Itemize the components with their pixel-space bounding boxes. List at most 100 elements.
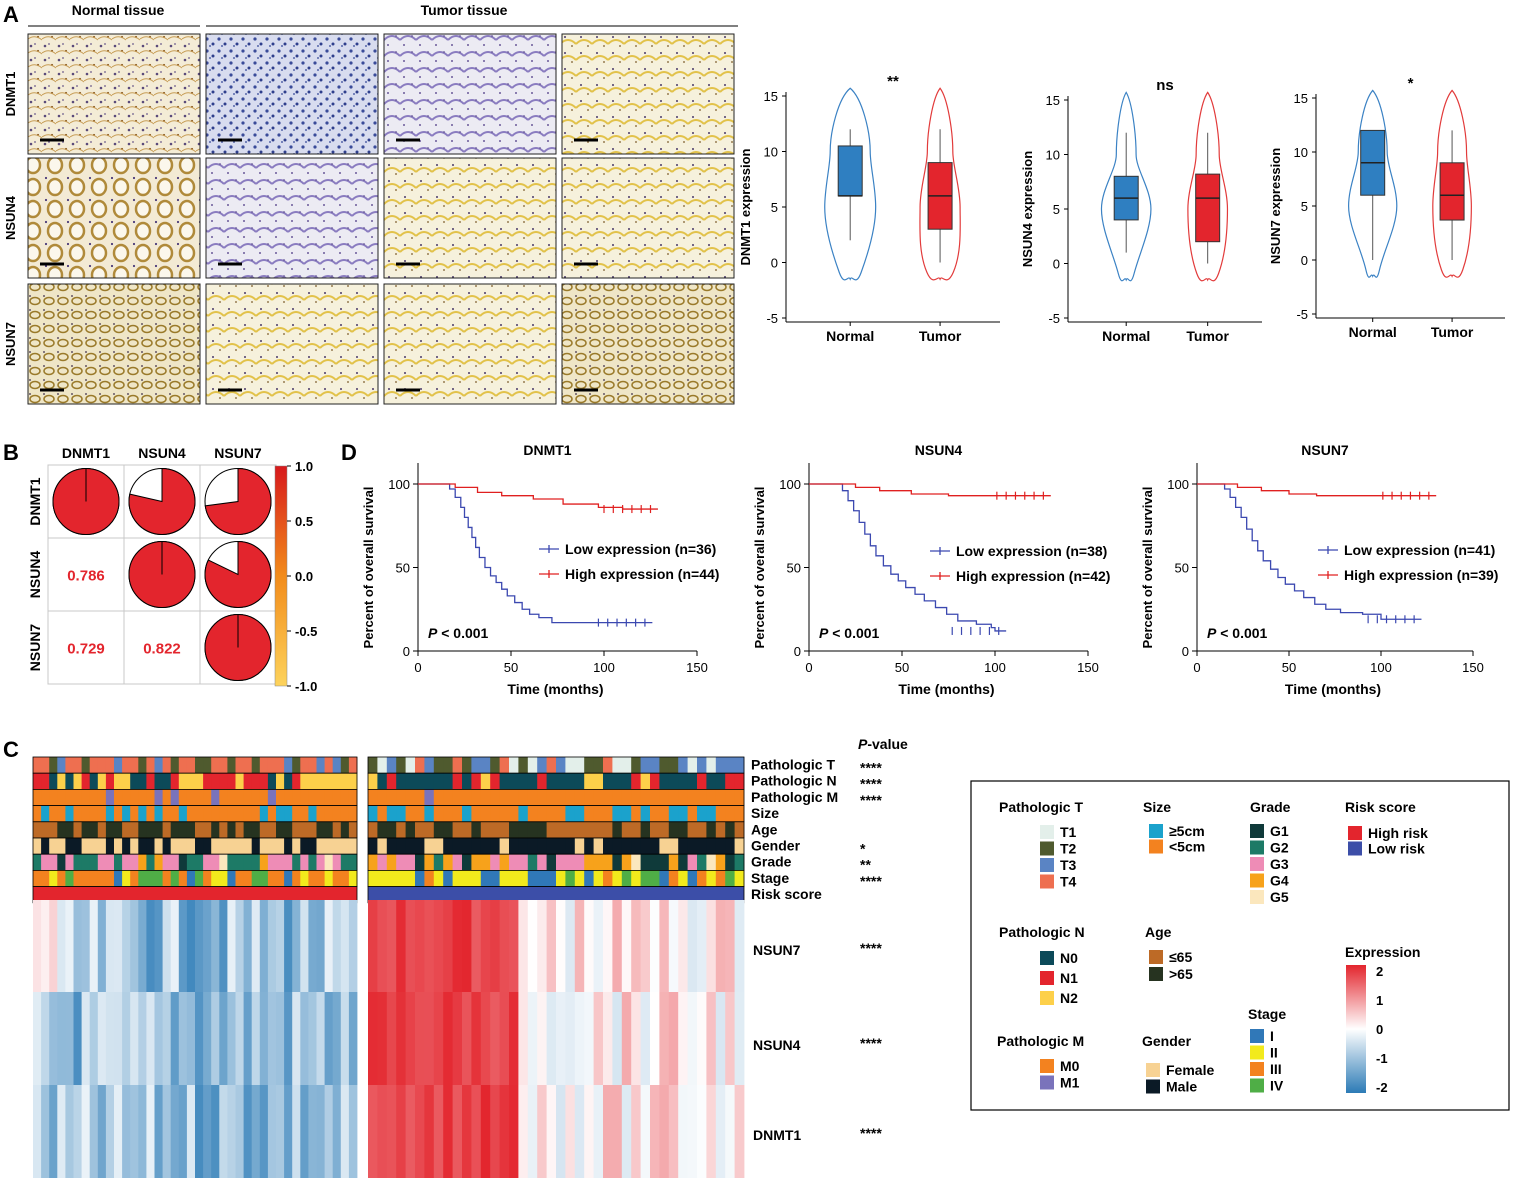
- annotation-cell: [267, 821, 277, 838]
- annotation-cell: [130, 805, 139, 822]
- annotation-cell: [565, 854, 576, 871]
- legend-title-expression: Expression: [1345, 944, 1420, 960]
- heatmap-cell: [203, 992, 212, 1085]
- legend-title-age: Age: [1145, 924, 1172, 940]
- annotation-cell: [668, 789, 679, 806]
- annotation-cell: [593, 854, 604, 871]
- annotation-cell: [584, 821, 594, 838]
- legend-swatch: [1040, 825, 1054, 839]
- heatmap-cell: [332, 992, 342, 1085]
- annotation-cell: [537, 854, 547, 871]
- heatmap-cell: [73, 900, 82, 992]
- annotation-cell: [687, 854, 698, 871]
- annotation-cell: [603, 870, 613, 887]
- heatmap-cell: [138, 900, 147, 992]
- annotation-cell: [65, 870, 74, 887]
- matrix-col-label-dnmt1: DNMT1: [62, 445, 110, 461]
- annotation-cell: [593, 838, 604, 855]
- panel-b: B DNMT1 DNMT1 NSUN4 NSUN4 NSUN7 NSUN7 0.786 0.7…: [3, 440, 317, 694]
- annotation-cell: [650, 757, 660, 774]
- annotation-cell: [211, 854, 220, 871]
- annotation-cell: [706, 805, 717, 822]
- annotation-cell: [584, 854, 594, 871]
- heatmap-cell: [584, 992, 594, 1085]
- annotation-cell: [41, 789, 50, 806]
- annotation-cell: [267, 757, 277, 774]
- heatmap-cell: [668, 1085, 679, 1178]
- annotation-cell: [186, 805, 196, 822]
- annotation-cell: [57, 838, 66, 855]
- heatmap-cell: [227, 1085, 236, 1178]
- expression-tick-label: 1: [1376, 993, 1383, 1008]
- annotation-cell: [154, 805, 163, 822]
- legend-item-label: I: [1270, 1028, 1274, 1044]
- annotation-cell: [186, 757, 196, 774]
- heatmap-cell: [105, 992, 115, 1085]
- legend-swatch: [1149, 824, 1163, 838]
- annotation-cell: [640, 870, 651, 887]
- expression-tick-label: 0: [1376, 1022, 1383, 1037]
- heatmap-cell: [122, 1085, 131, 1178]
- heatmap-cell: [490, 900, 500, 992]
- heatmap-cell: [162, 1085, 172, 1178]
- annotation-cell: [178, 805, 188, 822]
- significance-label: *: [1408, 75, 1414, 92]
- ihc-image: [27, 157, 201, 279]
- annotation-cell: [259, 757, 269, 774]
- x-tick-label: 0: [414, 660, 421, 675]
- heatmap-cell: [105, 900, 115, 992]
- annotation-cell: [368, 805, 378, 822]
- annotation-cell: [697, 757, 707, 774]
- legend-item-label: G4: [1270, 873, 1289, 889]
- annotation-cell: [443, 821, 453, 838]
- annotation-cell: [276, 821, 285, 838]
- annotation-cell: [49, 838, 58, 855]
- heatmap-cell: [308, 900, 317, 992]
- annotation-cell: [227, 773, 236, 790]
- expression-colorbar: [1346, 965, 1366, 1093]
- heatmap-cell: [300, 992, 309, 1085]
- annotation-cell: [546, 838, 557, 855]
- annotation-cell: [659, 789, 670, 806]
- y-tick-label: -5: [766, 311, 778, 326]
- annotation-cell: [462, 805, 472, 822]
- annotation-row-label: Pathologic N: [751, 773, 837, 789]
- survival-curve-high: [1197, 483, 1437, 497]
- annotation-cell: [424, 854, 435, 871]
- annotation-cell: [81, 870, 91, 887]
- gene-row-pvalue: ****: [860, 1035, 882, 1051]
- annotation-cell: [518, 789, 529, 806]
- annotation-cell: [668, 854, 679, 871]
- annotation-cell: [195, 838, 204, 855]
- heatmap-cell: [259, 992, 269, 1085]
- annotation-cell: [405, 773, 416, 790]
- x-tick-label-normal: Normal: [1102, 328, 1150, 344]
- heatmap-cell: [499, 992, 510, 1085]
- annotation-cell: [678, 805, 688, 822]
- annotation-cell: [574, 870, 585, 887]
- annotation-cell: [527, 805, 538, 822]
- annotation-cell: [499, 757, 510, 774]
- annotation-cell: [480, 789, 491, 806]
- annotation-cell: [138, 789, 147, 806]
- annotation-cell: [57, 870, 66, 887]
- annotation-cell: [574, 838, 585, 855]
- heatmap-cell: [490, 992, 500, 1085]
- plot-title: NSUN4: [915, 442, 963, 458]
- x-tick-label: 150: [686, 660, 708, 675]
- y-tick-label: 15: [1046, 93, 1060, 108]
- heatmap-cell: [650, 992, 660, 1085]
- annotation-cell: [170, 757, 180, 774]
- annotation-cell: [593, 805, 604, 822]
- heatmap-cell: [162, 900, 172, 992]
- annotation-cell: [527, 838, 538, 855]
- heatmap-cell: [480, 900, 491, 992]
- annotation-cell: [267, 838, 277, 855]
- heatmap-cell: [574, 900, 585, 992]
- heatmap-cell: [154, 1085, 163, 1178]
- annotation-cell: [509, 854, 519, 871]
- annotation-cell: [678, 854, 688, 871]
- heatmap-cell: [195, 1085, 204, 1178]
- annotation-cell: [105, 773, 115, 790]
- annotation-cell: [114, 838, 123, 855]
